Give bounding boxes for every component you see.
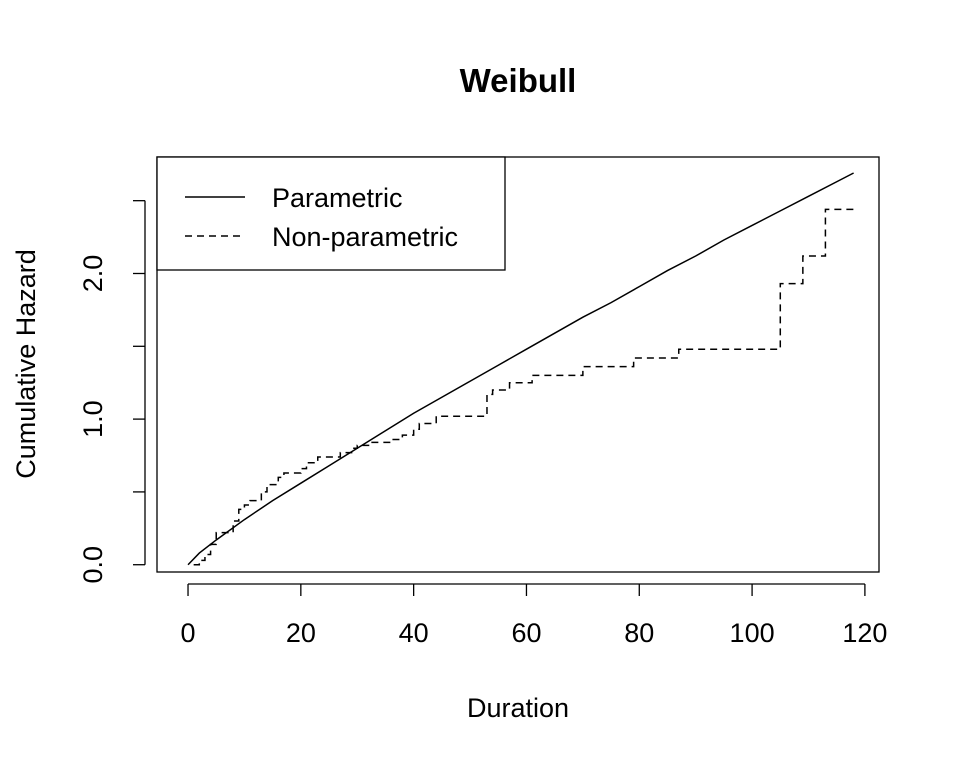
series-line-non-parametric (193, 208, 854, 566)
series-layer (187, 172, 854, 566)
legend-label-parametric: Parametric (272, 183, 403, 213)
x-tick-label: 80 (624, 618, 654, 648)
legend-box (156, 156, 506, 271)
chart-title: Weibull (460, 62, 577, 99)
x-tick-label: 20 (286, 618, 316, 648)
x-tick-label: 0 (181, 618, 196, 648)
y-axis-title: Cumulative Hazard (11, 249, 41, 479)
x-tick-label: 60 (511, 618, 541, 648)
series-line-parametric (187, 172, 854, 566)
y-tick-label: 1.0 (78, 400, 108, 438)
x-axis: 0 20 40 60 80 100 120 (181, 583, 887, 648)
x-tick-label: 100 (730, 618, 775, 648)
x-tick-label: 120 (842, 618, 887, 648)
legend: Parametric Non-parametric (156, 156, 506, 271)
x-tick-label: 40 (399, 618, 429, 648)
y-tick-label: 0.0 (78, 546, 108, 584)
x-axis-title: Duration (467, 693, 569, 723)
plot-frame (156, 156, 880, 573)
y-tick-label: 2.0 (78, 255, 108, 293)
legend-label-non-parametric: Non-parametric (272, 222, 458, 252)
y-axis: 0.0 1.0 2.0 (78, 200, 146, 584)
